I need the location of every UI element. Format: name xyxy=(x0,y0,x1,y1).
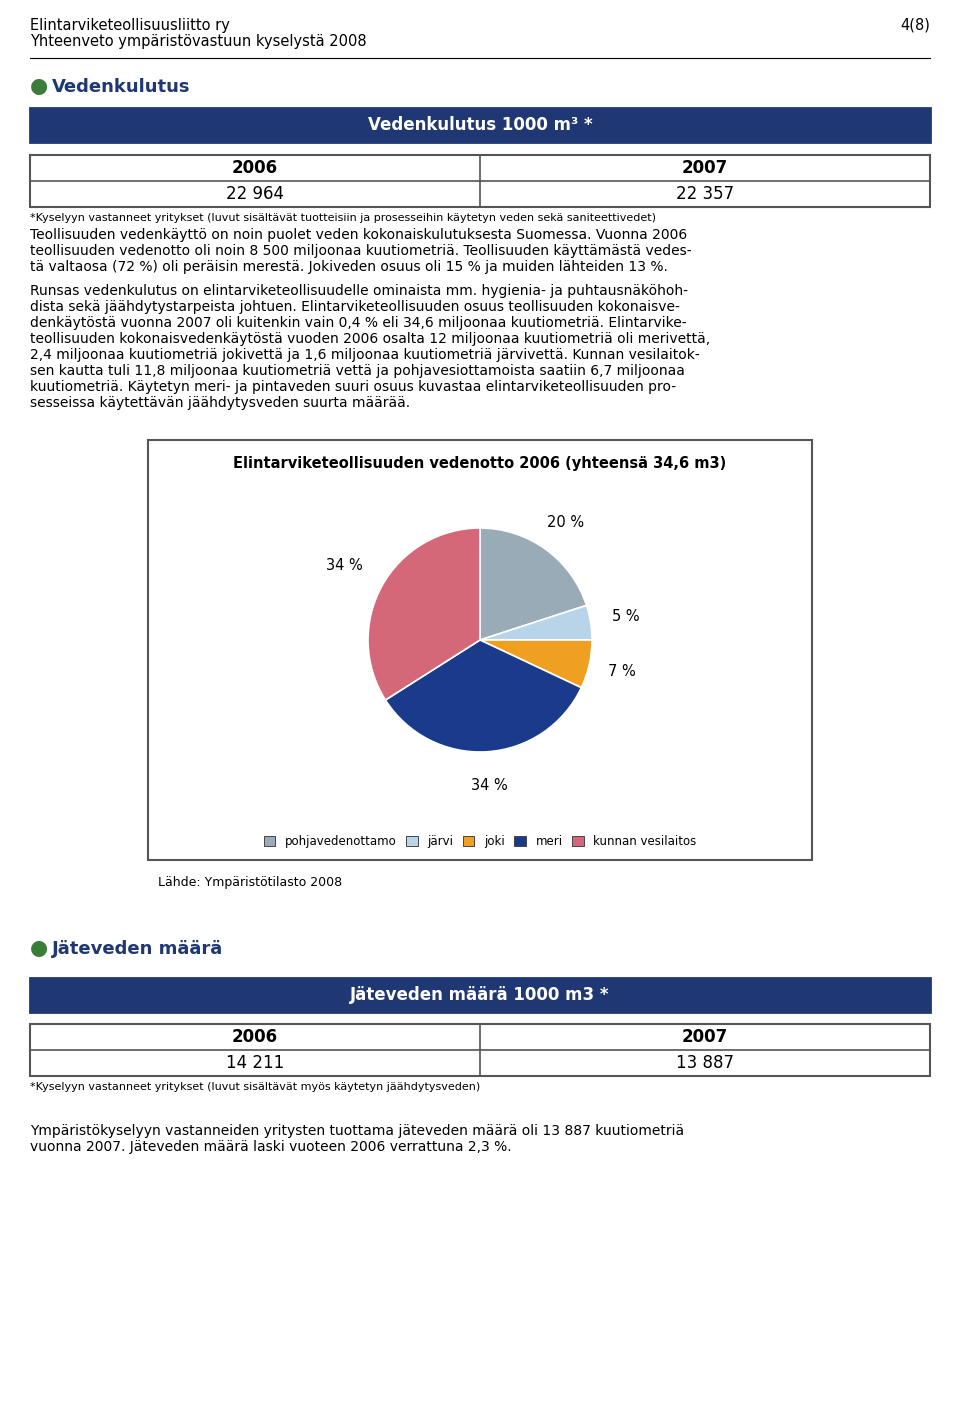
Wedge shape xyxy=(368,528,480,700)
Text: 7 %: 7 % xyxy=(609,665,636,679)
Text: 4(8): 4(8) xyxy=(900,18,930,32)
Text: *Kyselyyn vastanneet yritykset (luvut sisältävät myös käytetyn jäähdytysveden): *Kyselyyn vastanneet yritykset (luvut si… xyxy=(30,1082,480,1092)
Text: *Kyselyyn vastanneet yritykset (luvut sisältävät tuotteisiin ja prosesseihin käy: *Kyselyyn vastanneet yritykset (luvut si… xyxy=(30,214,656,223)
Text: teollisuuden vedenotto oli noin 8 500 miljoonaa kuutiometriä. Teollisuuden käytt: teollisuuden vedenotto oli noin 8 500 mi… xyxy=(30,244,691,259)
Text: Runsas vedenkulutus on elintarviketeollisuudelle ominaista mm. hygienia- ja puht: Runsas vedenkulutus on elintarviketeolli… xyxy=(30,284,688,298)
Text: vuonna 2007. Jäteveden määrä laski vuoteen 2006 verrattuna 2,3 %.: vuonna 2007. Jäteveden määrä laski vuote… xyxy=(30,1139,512,1154)
Wedge shape xyxy=(480,606,592,641)
Legend: pohjavedenottamo, järvi, joki, meri, kunnan vesilaitos: pohjavedenottamo, järvi, joki, meri, kun… xyxy=(259,830,701,853)
Text: 2007: 2007 xyxy=(682,159,728,177)
Text: Vedenkulutus: Vedenkulutus xyxy=(52,79,190,96)
Text: ●: ● xyxy=(30,939,48,958)
Text: 14 211: 14 211 xyxy=(226,1054,284,1072)
Text: Elintarviketeollisuuden vedenotto 2006 (yhteensä 34,6 m3): Elintarviketeollisuuden vedenotto 2006 (… xyxy=(233,457,727,471)
Text: kuutiometriä. Käytetyn meri- ja pintaveden suuri osuus kuvastaa elintarviketeoll: kuutiometriä. Käytetyn meri- ja pintaved… xyxy=(30,379,676,393)
Text: 20 %: 20 % xyxy=(547,514,584,530)
Text: Vedenkulutus 1000 m³ *: Vedenkulutus 1000 m³ * xyxy=(368,117,592,133)
Text: Yhteenveto ympäristövastuun kyselystä 2008: Yhteenveto ympäristövastuun kyselystä 20… xyxy=(30,34,367,49)
Text: 2,4 miljoonaa kuutiometriä jokivettä ja 1,6 miljoonaa kuutiometriä järvivettä. K: 2,4 miljoonaa kuutiometriä jokivettä ja … xyxy=(30,348,700,362)
Text: 34 %: 34 % xyxy=(470,778,508,792)
Text: 22 357: 22 357 xyxy=(676,185,734,202)
Text: 22 964: 22 964 xyxy=(226,185,284,202)
Bar xyxy=(30,1024,930,1076)
Text: sesseissa käytettävän jäähdytysveden suurta määrää.: sesseissa käytettävän jäähdytysveden suu… xyxy=(30,396,410,410)
Text: Ympäristökyselyyn vastanneiden yritysten tuottama jäteveden määrä oli 13 887 kuu: Ympäristökyselyyn vastanneiden yritysten… xyxy=(30,1124,684,1138)
Text: Teollisuuden vedenkäyttö on noin puolet veden kokonaiskulutuksesta Suomessa. Vuo: Teollisuuden vedenkäyttö on noin puolet … xyxy=(30,228,687,242)
Text: 13 887: 13 887 xyxy=(676,1054,734,1072)
Text: 2006: 2006 xyxy=(232,1028,278,1045)
Text: ●: ● xyxy=(30,76,48,96)
Bar xyxy=(148,440,812,860)
Text: Lähde: Ympäristötilasto 2008: Lähde: Ympäristötilasto 2008 xyxy=(158,875,342,889)
Wedge shape xyxy=(385,641,582,752)
Text: sen kautta tuli 11,8 miljoonaa kuutiometriä vettä ja pohjavesiottamoista saatiin: sen kautta tuli 11,8 miljoonaa kuutiomet… xyxy=(30,364,684,378)
Text: Jäteveden määrä 1000 m3 *: Jäteveden määrä 1000 m3 * xyxy=(350,986,610,1005)
Text: Elintarviketeollisuusliitto ry: Elintarviketeollisuusliitto ry xyxy=(30,18,229,32)
Wedge shape xyxy=(480,528,587,641)
Wedge shape xyxy=(480,641,592,687)
Bar xyxy=(30,155,930,207)
Text: 34 %: 34 % xyxy=(326,558,363,573)
Text: 2006: 2006 xyxy=(232,159,278,177)
Text: 5 %: 5 % xyxy=(612,610,639,624)
Text: tä valtaosa (72 %) oli peräisin merestä. Jokiveden osuus oli 15 % ja muiden läht: tä valtaosa (72 %) oli peräisin merestä.… xyxy=(30,260,668,274)
Text: 2007: 2007 xyxy=(682,1028,728,1045)
Bar xyxy=(30,978,930,1012)
Text: teollisuuden kokonaisvedenkäytöstä vuoden 2006 osalta 12 miljoonaa kuutiometriä : teollisuuden kokonaisvedenkäytöstä vuode… xyxy=(30,332,710,346)
Bar xyxy=(30,108,930,142)
Text: dista sekä jäähdytystarpeista johtuen. Elintarviketeollisuuden osuus teollisuude: dista sekä jäähdytystarpeista johtuen. E… xyxy=(30,301,680,313)
Text: denkäytöstä vuonna 2007 oli kuitenkin vain 0,4 % eli 34,6 miljoonaa kuutiometriä: denkäytöstä vuonna 2007 oli kuitenkin va… xyxy=(30,316,686,330)
Text: Jäteveden määrä: Jäteveden määrä xyxy=(52,940,224,958)
